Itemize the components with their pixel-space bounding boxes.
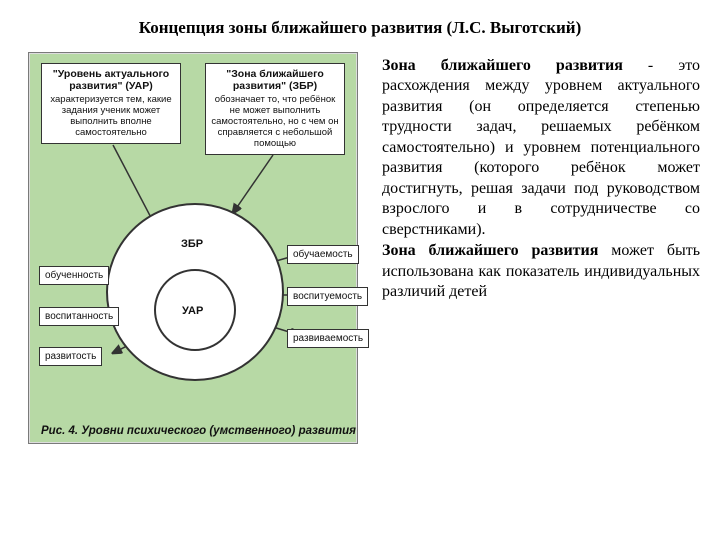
p2-lead: Зона ближайшего развития	[382, 242, 598, 259]
paragraph-1: Зона ближайшего развития - это расхожден…	[382, 56, 700, 240]
text-column: Зона ближайшего развития - это расхожден…	[368, 52, 700, 444]
diagram-column: "Уровень актуального развития" (УАР) хар…	[28, 52, 368, 444]
box-left-0: обученность	[39, 266, 109, 285]
p1-lead: Зона ближайшего развития	[382, 57, 623, 74]
box-right-2: развиваемость	[287, 329, 369, 348]
paragraph-2: Зона ближайшего развития может быть испо…	[382, 241, 700, 302]
diagram-caption: Рис. 4. Уровни психического (умственного…	[35, 420, 356, 437]
page-title: Концепция зоны ближайшего развития (Л.С.…	[0, 0, 720, 46]
box-left-2: развитость	[39, 347, 102, 366]
content-row: "Уровень актуального развития" (УАР) хар…	[0, 46, 720, 444]
label-zbr: ЗБР	[181, 238, 203, 250]
p1-rest: - это расхождения между уровнем актуальн…	[382, 57, 700, 238]
zpd-diagram: "Уровень актуального развития" (УАР) хар…	[28, 52, 358, 444]
box-left-1: воспитанность	[39, 307, 119, 326]
label-uar: УАР	[182, 305, 203, 317]
box-right-1: воспитуемость	[287, 287, 368, 306]
box-right-0: обучаемость	[287, 245, 359, 264]
